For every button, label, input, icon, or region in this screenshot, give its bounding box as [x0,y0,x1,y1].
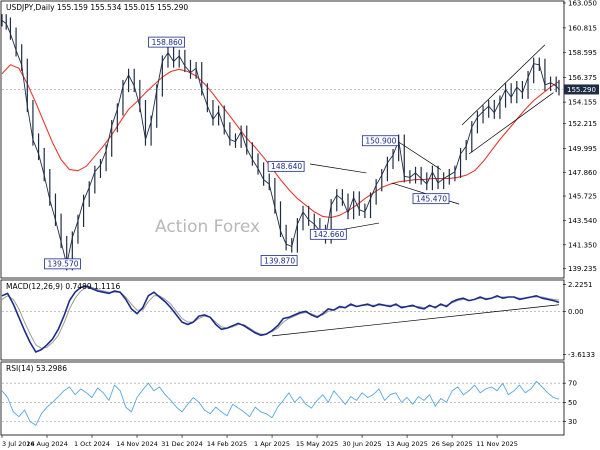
x-tick-label: 3 Jul 2024 [2,440,35,448]
price-y-tick-label: 152.215 [568,120,597,128]
x-tick-label: 11 Nov 2025 [476,440,518,448]
macd-title: MACD(12,26,9) 0.7489 1.1116 [6,282,120,291]
macd-y-tick-label: 0.00 [568,308,584,316]
price-trendline [309,163,367,174]
rsi-y-tick-label: 30 [568,418,577,426]
watermark: Action Forex [155,217,260,237]
price-annotation-box [412,193,450,205]
rsi-y-tick-label: 70 [568,380,577,388]
rsi-y-tick-label: 50 [568,399,577,407]
price-annotation-label: 139.570 [47,260,78,269]
macd-signal-line [1,286,560,349]
price-y-tick-label: 139.235 [568,265,597,273]
price-y-tick-label: 145.725 [568,193,597,201]
price-y-tick-label: 154.155 [568,99,597,107]
price-panel: Action Forex 158.860 139.570 148.640 142.660… [1,0,599,273]
x-tick-label: 30 Jun 2025 [343,440,382,448]
price-annotation-label: 158.860 [152,38,183,47]
rsi-line [1,380,560,426]
price-y-tick-label: 141.350 [568,241,597,249]
macd-panel-frame [0,279,565,361]
price-title: USDJPY,Daily 155.159 155.534 155.015 155… [6,3,188,12]
rsi-title: RSI(14) 53.2986 [6,364,67,373]
price-annotation-box [260,255,298,266]
price-annotation-box [44,258,81,270]
price-annotation-label: 148.640 [271,162,302,171]
x-tick-label: 15 May 2025 [296,440,338,448]
x-tick-label: 14 Feb 2025 [207,440,247,448]
macd-y-tick-label: -3.6133 [568,351,595,359]
x-tick-label: 1 Oct 2024 [74,440,110,448]
price-annotation-box [267,160,305,172]
price-annotation-box [148,36,185,48]
price-y-tick-label: 163.050 [568,0,597,8]
price-y-tick-label: 158.595 [568,49,597,57]
macd-trendline [272,304,560,337]
macd-line [1,285,560,353]
price-annotation-label: 139.870 [264,256,295,265]
price-line [1,19,560,265]
price-annotation-label: 145.470 [416,194,447,203]
price-panel-frame [0,0,565,279]
price-annotation-label: 142.660 [313,230,344,239]
rsi-panel-frame [0,361,565,436]
x-tick-label: 31 Dec 2024 [161,440,203,448]
current-price-tag [564,84,599,95]
current-price-value: 155.290 [567,86,596,94]
price-trendline [461,44,546,126]
x-tick-label: 1 Apr 2025 [254,440,290,448]
x-tick-label: 16 Aug 2024 [26,440,68,448]
price-annotation-label: 150.900 [365,137,396,146]
x-tick-label: 26 Sep 2025 [431,440,472,448]
price-y-tick-label: 147.860 [568,169,597,177]
price-y-tick-label: 156.375 [568,74,597,82]
price-y-tick-label: 160.815 [568,24,597,32]
macd-y-tick-label: 2.2251 [568,281,593,289]
x-tick-label: 14 Nov 2024 [116,440,158,448]
price-annotation-box [309,228,347,240]
price-y-tick-label: 143.540 [568,217,597,225]
x-tick-label: 13 Aug 2025 [386,440,428,448]
price-y-tick-label: 149.995 [568,145,597,153]
moving-average-line [1,64,560,219]
price-trendline [392,138,442,170]
price-annotation-box [361,135,399,147]
rsi-panel: 70 50 30 RSI(14) 53.2986 [1,364,577,426]
price-trendline [468,92,554,155]
macd-panel: 2.2251 0.00 -3.6133 MACD(12,26,9) 0.7489 1.… [1,281,595,359]
